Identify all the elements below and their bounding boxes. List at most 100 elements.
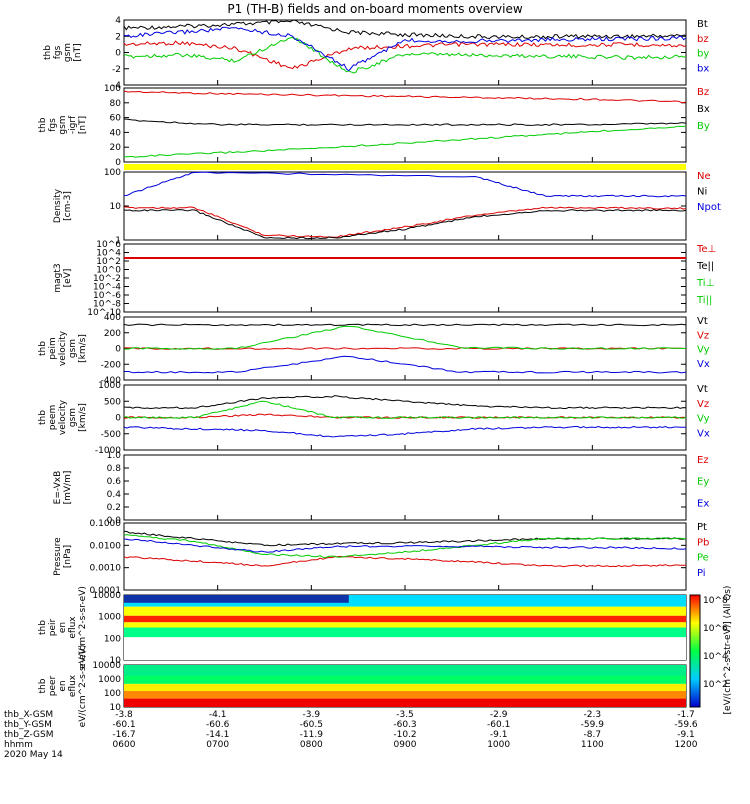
series-line-vx (123, 425, 686, 438)
legend-label: Pb (697, 537, 709, 548)
x-axis-value: 0600 (113, 740, 136, 750)
y-tick-label: 0 (115, 345, 121, 355)
legend-label: Bx (697, 104, 710, 115)
series-line-pb (123, 555, 687, 568)
figure-title: P1 (TH-B) fields and on-board moments ov… (227, 2, 523, 16)
panel-ylabel: fgs (53, 45, 63, 59)
legend-label: Pi (697, 568, 706, 579)
y-tick-label: -4 (112, 81, 121, 91)
x-axis-value: -9.1 (490, 730, 508, 740)
legend-label: Vz (697, 399, 709, 410)
panel-ylabel: eV/(cm^2-s-sr-eV) (78, 586, 88, 669)
series-line-pe (123, 534, 687, 559)
legend-label: Ex (697, 498, 709, 509)
x-axis-value: -9.1 (677, 730, 695, 740)
legend-label: Ti|| (696, 295, 712, 306)
spectrogram-band (124, 595, 686, 607)
panel-ylabel: Pressure (53, 537, 63, 576)
x-axis-value: 1100 (581, 740, 604, 750)
series-line-bx (123, 26, 687, 72)
series-line-by (123, 36, 687, 74)
x-axis-value: -59.9 (581, 720, 605, 730)
y-tick-label: 0.0 (107, 516, 122, 526)
date-label: 2020 May 14 (4, 750, 63, 760)
legend-label: Ne (697, 171, 711, 182)
x-axis-value: -60.3 (393, 720, 416, 730)
panel-ylabel: thb (38, 678, 48, 693)
series-line-bt (123, 19, 687, 40)
y-tick-label: 500 (104, 397, 121, 407)
x-axis-value: -3.9 (303, 710, 321, 720)
colorbar-label: [eV/(cm^2-s-str-eV)] (All Qs) (723, 586, 733, 715)
legend-label: Vx (697, 428, 710, 439)
panel-ylabel: gsm (68, 339, 78, 358)
spectrogram-band (124, 627, 686, 638)
y-tick-label: 1000 (98, 675, 121, 685)
y-tick-label: 0.8 (107, 464, 122, 474)
y-tick-label: 1 (115, 236, 121, 246)
x-axis-value: -8.7 (584, 730, 602, 740)
y-tick-label: 0.4 (107, 490, 122, 500)
y-tick-label: 40 (110, 128, 122, 138)
x-axis-value: -60.5 (300, 720, 323, 730)
spectrogram-band (124, 698, 686, 707)
series-line-vz (123, 413, 687, 419)
y-tick-label: 0.0010 (90, 564, 122, 574)
y-tick-label: 10 (110, 703, 122, 713)
colorbar-tick: 10^2 (703, 680, 728, 690)
y-tick-label: -400 (101, 376, 122, 386)
legend-label: bx (697, 63, 709, 74)
legend-label: Ey (697, 477, 709, 488)
x-axis-value: -4.1 (209, 710, 227, 720)
y-tick-label: 10^-4 (93, 283, 121, 293)
panel-ylabel: eV/(cm^2-s-sr-eV) (78, 645, 88, 728)
y-tick-label: 10^2 (96, 257, 121, 267)
series-line-vy (124, 400, 687, 419)
y-tick-label: 0.6 (107, 477, 122, 487)
panel-ylabel: velocity (58, 330, 68, 366)
y-tick-label: 80 (110, 99, 122, 109)
y-tick-label: 10 (110, 202, 122, 212)
y-tick-label: 2 (115, 32, 121, 42)
legend-label: By (697, 121, 710, 132)
series-line-pi (123, 538, 687, 553)
colorbar-tick: 10^8 (703, 596, 728, 606)
series-line-ni (123, 209, 687, 240)
series-line-ne (124, 206, 687, 238)
y-tick-label: 10^6 (96, 240, 121, 250)
panel-ylabel: [nPa] (63, 545, 73, 568)
y-tick-label: -1000 (95, 446, 121, 456)
series-line-npot (123, 171, 687, 198)
x-axis-value: -1.7 (677, 710, 695, 720)
y-tick-label: 10^0 (96, 266, 121, 276)
y-tick-label: -500 (101, 430, 122, 440)
y-tick-label: 10^-8 (93, 300, 121, 310)
x-axis-value: -60.1 (112, 720, 135, 730)
legend-label: Bz (697, 87, 709, 98)
panel-ylabel: peem (48, 405, 58, 431)
legend-label: Te|| (696, 261, 714, 272)
x-axis-value: -59.6 (674, 720, 698, 730)
panel-ylabel: magt3 (53, 263, 63, 292)
y-tick-label: 100 (104, 689, 121, 699)
legend-label: Vt (697, 316, 708, 327)
series-line-vx (124, 355, 687, 374)
legend-label: Vt (697, 384, 708, 395)
y-tick-label: 0.0100 (90, 541, 122, 551)
y-tick-label: 0.2 (107, 503, 121, 513)
y-tick-label: 60 (110, 114, 122, 124)
spectrogram-band (124, 665, 686, 676)
colorbar-tick: 10^6 (703, 624, 728, 634)
panel-ylabel: eflux (68, 616, 78, 639)
panel-frame (123, 19, 687, 86)
legend-label: Ni (697, 187, 707, 198)
panel-ylabel: [eV] (63, 269, 73, 288)
y-tick-label: 0 (115, 49, 121, 59)
legend-label: Ez (697, 455, 709, 466)
panel-frame (123, 243, 687, 313)
series-line-vt (123, 395, 687, 410)
panel-ylabel: Density (53, 188, 63, 223)
legend-label: by (697, 49, 709, 60)
y-tick-label: 200 (104, 329, 121, 339)
